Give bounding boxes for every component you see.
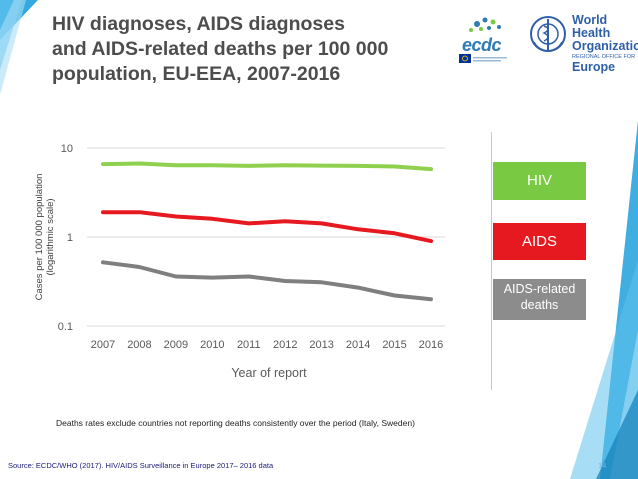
legend-deaths-line-2: deaths	[520, 298, 559, 312]
footnote: Deaths rates exclude countries not repor…	[56, 418, 415, 428]
x-tick-label: 2012	[273, 339, 297, 351]
series-line-hiv	[101, 161, 433, 172]
y-axis-label: (logarithmic scale)	[45, 198, 56, 275]
ecdc-logo-text: ecdc	[462, 35, 502, 55]
legend-deaths-line-1: AIDS-related	[503, 282, 576, 296]
x-tick-label: 2016	[419, 339, 443, 351]
x-axis-label: Year of report	[231, 366, 307, 380]
y-tick-label: 10	[61, 143, 73, 155]
legend-aids-related-deaths: AIDS-related deaths	[493, 279, 586, 320]
x-tick-label: 2009	[164, 339, 188, 351]
legend-hiv: HIV	[493, 162, 586, 200]
source-citation: Source: ECDC/WHO (2017). HIV/AIDS Survei…	[8, 461, 274, 470]
x-tick-label: 2008	[127, 339, 151, 351]
x-tick-label: 2010	[200, 339, 224, 351]
page-number: 14	[598, 461, 607, 470]
who-line-2: Organization	[572, 39, 638, 53]
ecdc-logo-icon	[459, 17, 507, 63]
y-tick-label: 0.1	[58, 321, 73, 333]
who-line-3: Europe	[572, 60, 616, 74]
x-tick-label: 2015	[382, 339, 406, 351]
y-tick-label: 1	[67, 232, 73, 244]
x-tick-label: 2014	[346, 339, 370, 351]
who-emblem-icon	[530, 16, 566, 52]
y-axis-label: Cases per 100 000 population	[34, 174, 45, 301]
x-tick-label: 2013	[309, 339, 333, 351]
legend-aids: AIDS	[493, 223, 586, 260]
title-line-1: HIV diagnoses, AIDS diagnoses	[52, 13, 345, 35]
who-line-1: World Health	[572, 13, 611, 40]
series-line-deaths	[101, 260, 433, 302]
slide-title: HIV diagnoses, AIDS diagnoses and AIDS-r…	[52, 12, 447, 87]
series-line-aids	[101, 210, 433, 244]
x-tick-label: 2007	[91, 339, 115, 351]
who-region-label: REGIONAL OFFICE FOR	[572, 54, 636, 60]
title-line-2: and AIDS-related deaths per 100 000	[52, 38, 389, 60]
title-line-3: population, EU-EEA, 2007-2016	[52, 63, 341, 85]
x-tick-label: 2011	[237, 339, 261, 351]
divider-line	[491, 132, 492, 390]
who-logo-text: World Health Organization REGIONAL OFFIC…	[572, 14, 638, 74]
